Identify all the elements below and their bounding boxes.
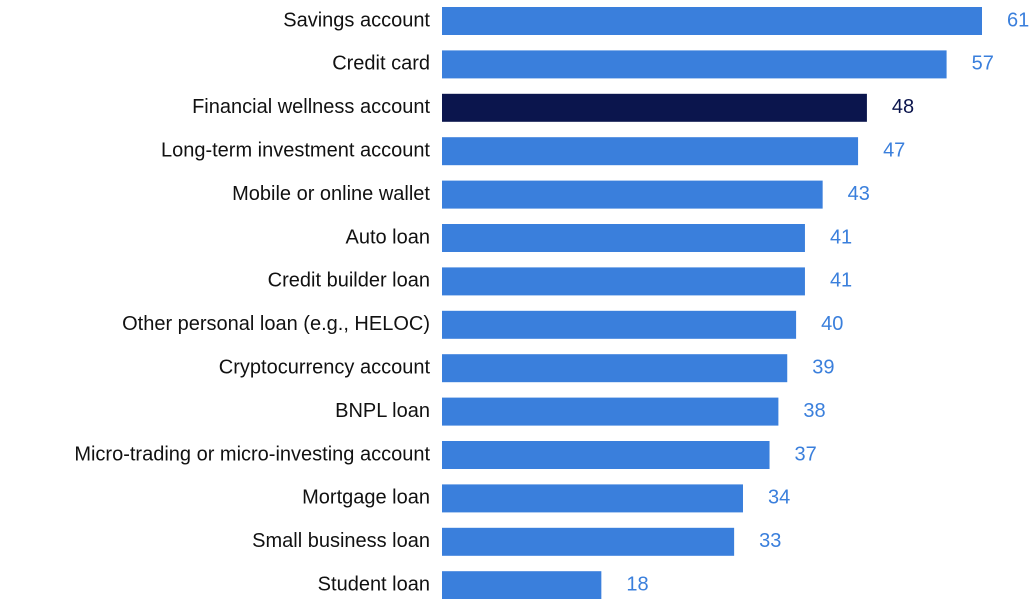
category-label: Mortgage loan <box>302 487 430 509</box>
bar <box>442 397 779 426</box>
category-label: Student loan <box>318 573 430 595</box>
value-label: 41 <box>830 226 852 248</box>
bar <box>442 224 805 252</box>
value-label: 47 <box>883 139 905 161</box>
bar <box>442 137 859 166</box>
value-label: 18 <box>626 573 648 595</box>
category-label: Savings account <box>283 9 430 31</box>
bar <box>442 50 947 79</box>
bar <box>442 441 770 469</box>
bar <box>442 7 982 35</box>
category-label: Cryptocurrency account <box>219 356 431 378</box>
value-label: 38 <box>803 400 825 422</box>
category-label: Mobile or online wallet <box>232 183 430 205</box>
category-label: Credit builder loan <box>268 270 430 292</box>
category-label: Other personal loan (e.g., HELOC) <box>122 313 430 335</box>
bar <box>442 354 788 383</box>
value-label: 34 <box>768 487 790 509</box>
value-label: 57 <box>972 53 994 75</box>
category-label: Small business loan <box>252 530 430 552</box>
bar <box>442 484 743 513</box>
value-label: 41 <box>830 270 852 292</box>
bar <box>442 527 735 556</box>
value-label: 61 <box>1007 9 1029 31</box>
category-label: Micro-trading or micro-investing account <box>74 443 430 465</box>
bar <box>442 180 823 209</box>
value-label: 33 <box>759 530 781 552</box>
category-label: Long-term investment account <box>161 139 430 161</box>
value-label: 37 <box>795 443 817 465</box>
bar <box>442 93 867 122</box>
value-label: 40 <box>821 313 843 335</box>
bar <box>442 267 805 296</box>
bar <box>442 310 797 339</box>
category-label: Auto loan <box>345 226 430 248</box>
bar <box>442 571 602 599</box>
category-label: Credit card <box>332 53 430 75</box>
category-label: Financial wellness account <box>192 96 430 118</box>
category-label: BNPL loan <box>335 400 430 422</box>
value-label: 48 <box>892 96 914 118</box>
value-label: 43 <box>848 183 870 205</box>
value-label: 39 <box>812 356 834 378</box>
